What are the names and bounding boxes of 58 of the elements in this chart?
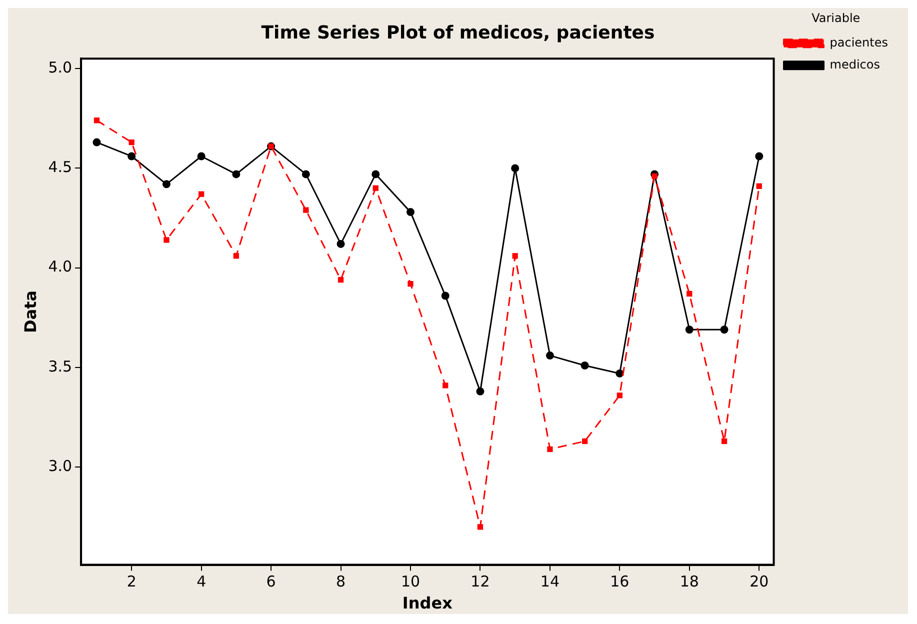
point [372, 170, 380, 178]
x-tick-label: 6 [266, 572, 276, 591]
point [580, 362, 589, 370]
point [94, 118, 100, 124]
point [336, 240, 345, 248]
point [128, 152, 136, 160]
point [408, 280, 414, 287]
legend-label: pacientes [830, 36, 888, 50]
x-tick-label: 20 [750, 572, 769, 591]
point [685, 326, 694, 334]
y-tick-label: 5.0 [48, 58, 72, 76]
y-tick-label: 4.0 [48, 258, 72, 276]
point [406, 208, 415, 216]
point [477, 524, 484, 530]
x-tick-label: 10 [400, 572, 420, 591]
point [302, 170, 310, 178]
x-axis-title: Index [402, 594, 454, 613]
x-tick-label: 18 [680, 572, 699, 591]
point [755, 152, 764, 160]
point [441, 292, 450, 300]
point [128, 139, 134, 146]
x-tick-label: 8 [336, 572, 346, 591]
point [616, 392, 623, 398]
point [232, 170, 240, 178]
y-tick-label: 4.5 [48, 158, 72, 176]
y-axis-title: Data [20, 290, 40, 333]
point [164, 237, 170, 243]
x-tick-label: 14 [540, 572, 560, 591]
point [197, 152, 206, 160]
point [582, 438, 588, 444]
chart-title: Time Series Plot of medicos, pacientes [261, 22, 655, 44]
x-tick-label: 16 [610, 572, 630, 591]
point [338, 276, 344, 283]
point [721, 438, 728, 444]
point [372, 185, 378, 191]
point [92, 138, 101, 146]
point [616, 369, 624, 378]
point [547, 446, 553, 452]
point [546, 352, 554, 360]
y-tick-label: 3.5 [48, 357, 72, 376]
legend-title: Variable [812, 11, 860, 26]
x-tick-label: 12 [470, 572, 490, 591]
point [233, 253, 240, 259]
point [686, 290, 692, 297]
point [756, 183, 762, 189]
point [303, 207, 309, 213]
point [162, 180, 170, 188]
point [442, 382, 448, 388]
x-tick-label: 4 [196, 572, 206, 591]
x-tick-label: 2 [126, 572, 136, 591]
y-tick-label: 3.0 [48, 457, 72, 476]
point [512, 253, 518, 259]
point [720, 326, 728, 334]
point [652, 173, 658, 180]
legend-label: medicos [830, 58, 880, 72]
point [511, 164, 520, 172]
point [198, 191, 204, 197]
point [476, 387, 484, 396]
